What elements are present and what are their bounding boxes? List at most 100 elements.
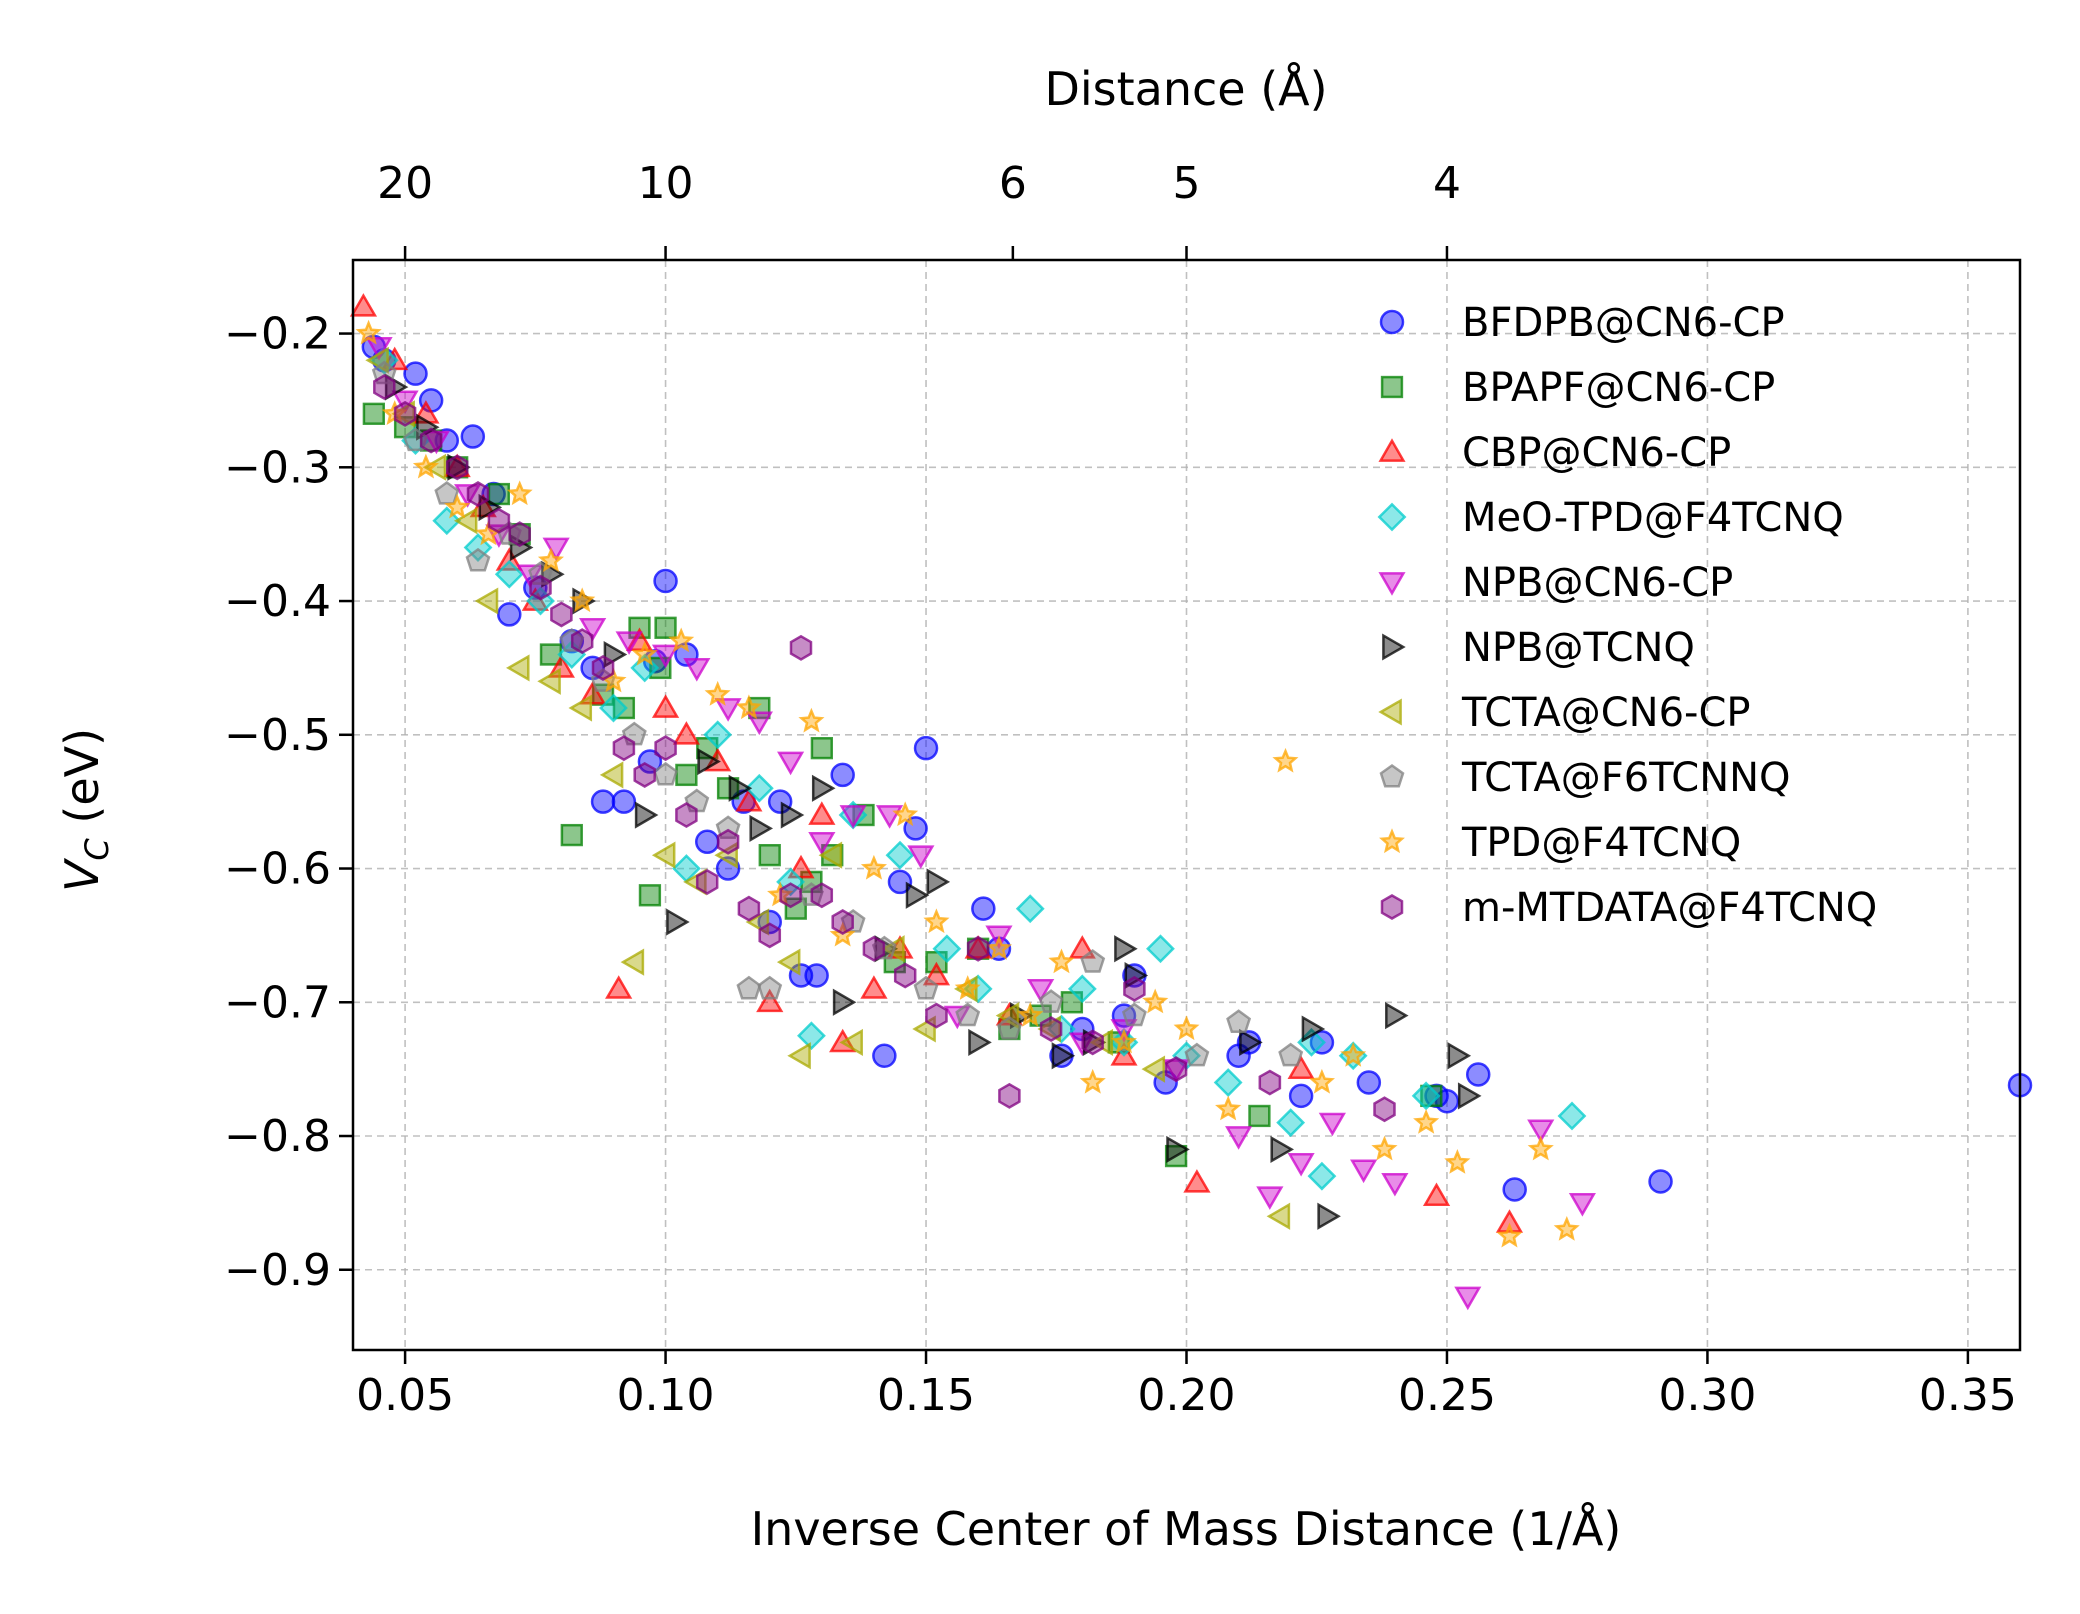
data-point-8-31 [1371, 1135, 1398, 1161]
data-point-5-27 [1270, 1135, 1295, 1163]
series-9 [373, 374, 1396, 1123]
data-point-8-36 [1553, 1215, 1580, 1241]
data-point-8-19 [954, 975, 981, 1000]
data-point-8-28 [1272, 747, 1299, 773]
data-point-6-4 [474, 587, 499, 615]
data-point-7-9 [653, 761, 678, 786]
data-point-0-43 [1465, 1062, 1491, 1087]
data-point-3-11 [744, 773, 774, 803]
data-point-8-29 [1308, 1068, 1335, 1094]
data-point-3-22 [1146, 934, 1175, 964]
data-point-3-18 [1015, 894, 1045, 924]
data-point-4-10 [683, 658, 711, 682]
data-point-1-33 [1420, 1084, 1443, 1108]
data-point-4-9 [651, 644, 680, 669]
data-point-9-3 [445, 454, 469, 481]
y-axis-ticks: −0.2 −0.3 −0.4 −0.5 −0.6 −0.7 −0.8 −0.9 [224, 309, 353, 1296]
data-point-5-26 [1239, 1028, 1263, 1056]
data-point-8-23 [1079, 1068, 1106, 1094]
data-point-5-24 [1124, 961, 1149, 990]
x-axis-title: Inverse Center of Mass Distance (1/Å) [751, 1502, 1622, 1556]
x-tick-label-5: 0.30 [1658, 1370, 1756, 1421]
data-point-6-1 [391, 400, 415, 428]
data-point-1-21 [810, 737, 833, 760]
top-axis-ticks: 20 10 6 5 4 [377, 158, 1461, 260]
data-point-4-8 [615, 631, 643, 655]
data-point-0-15 [653, 568, 678, 594]
data-point-9-29 [1081, 1029, 1104, 1056]
data-point-8-3 [444, 493, 471, 519]
data-point-1-23 [852, 803, 875, 827]
data-point-5-8 [634, 801, 659, 829]
data-point-2-19 [860, 975, 888, 999]
data-point-1-13 [654, 616, 677, 639]
data-point-9-17 [737, 895, 761, 922]
data-point-9-12 [633, 761, 656, 788]
data-point-9-30 [1123, 975, 1146, 1002]
data-point-0-40 [1356, 1070, 1382, 1095]
data-point-9-22 [831, 909, 854, 936]
data-point-7-22 [1121, 1002, 1147, 1027]
data-point-5-31 [1447, 1042, 1472, 1070]
y-axis-title: VC (eV) [55, 728, 116, 892]
top-tick-label-1: 10 [638, 158, 694, 209]
data-point-7-19 [996, 1015, 1022, 1040]
legend-label-1: BPAPF@CN6-CP [1462, 365, 1775, 411]
y-tick-label-6: −0.8 [224, 1111, 331, 1162]
data-point-2-12 [672, 721, 700, 745]
data-point-7-17 [913, 975, 939, 1000]
data-point-1-14 [675, 763, 698, 787]
data-point-6-7 [568, 694, 593, 722]
data-point-9-14 [675, 802, 698, 829]
data-point-6-10 [651, 841, 676, 869]
data-point-8-11 [704, 680, 731, 706]
data-point-2-5 [495, 547, 523, 571]
data-points [349, 293, 2033, 1311]
data-point-5-21 [1051, 1042, 1076, 1070]
data-point-6-22 [1037, 1015, 1061, 1043]
legend-label-4: NPB@CN6-CP [1462, 560, 1733, 606]
data-point-9-15 [695, 868, 719, 895]
y-axis-title-unit: (eV) [55, 728, 109, 838]
legend-marker-9 [1380, 894, 1404, 920]
y-tick-label-4: −0.6 [224, 844, 331, 895]
data-point-3-27 [1307, 1161, 1337, 1191]
data-point-4-31 [1527, 1119, 1555, 1143]
data-point-3-30 [1557, 1101, 1587, 1131]
data-point-6-25 [1266, 1202, 1291, 1230]
data-point-4-29 [1381, 1172, 1409, 1197]
data-point-4-28 [1350, 1159, 1378, 1184]
data-point-8-16 [860, 854, 887, 880]
data-point-9-4 [466, 481, 490, 508]
data-point-4-0 [365, 337, 393, 361]
x-tick-label-4: 0.25 [1398, 1370, 1496, 1421]
data-point-6-14 [776, 948, 801, 976]
data-point-0-24 [830, 762, 855, 788]
y-tick-label-5: −0.7 [224, 977, 331, 1028]
data-point-9-19 [779, 882, 802, 909]
data-point-0-29 [971, 896, 996, 921]
data-point-9-21 [810, 882, 834, 909]
data-point-4-15 [839, 805, 867, 829]
data-point-8-0 [355, 319, 382, 345]
y-tick-label-2: −0.4 [224, 576, 331, 627]
legend-marker-5 [1382, 633, 1406, 661]
data-point-9-32 [1258, 1069, 1282, 1096]
data-point-5-25 [1166, 1135, 1190, 1163]
data-point-8-17 [892, 801, 919, 827]
data-point-9-13 [654, 735, 677, 762]
data-point-1-19 [784, 897, 807, 920]
legend-marker-3 [1377, 502, 1407, 532]
x-tick-label-3: 0.20 [1138, 1370, 1236, 1421]
data-point-2-15 [756, 988, 784, 1013]
data-point-2-16 [787, 854, 815, 879]
data-point-4-11 [714, 698, 742, 722]
data-point-8-18 [923, 908, 950, 934]
data-point-5-12 [749, 814, 774, 842]
data-point-0-11 [590, 789, 616, 814]
data-point-2-26 [1183, 1169, 1211, 1193]
data-point-9-16 [716, 828, 740, 855]
data-point-5-13 [780, 801, 805, 829]
data-point-5-9 [666, 908, 690, 936]
legend-marker-0 [1379, 309, 1405, 335]
